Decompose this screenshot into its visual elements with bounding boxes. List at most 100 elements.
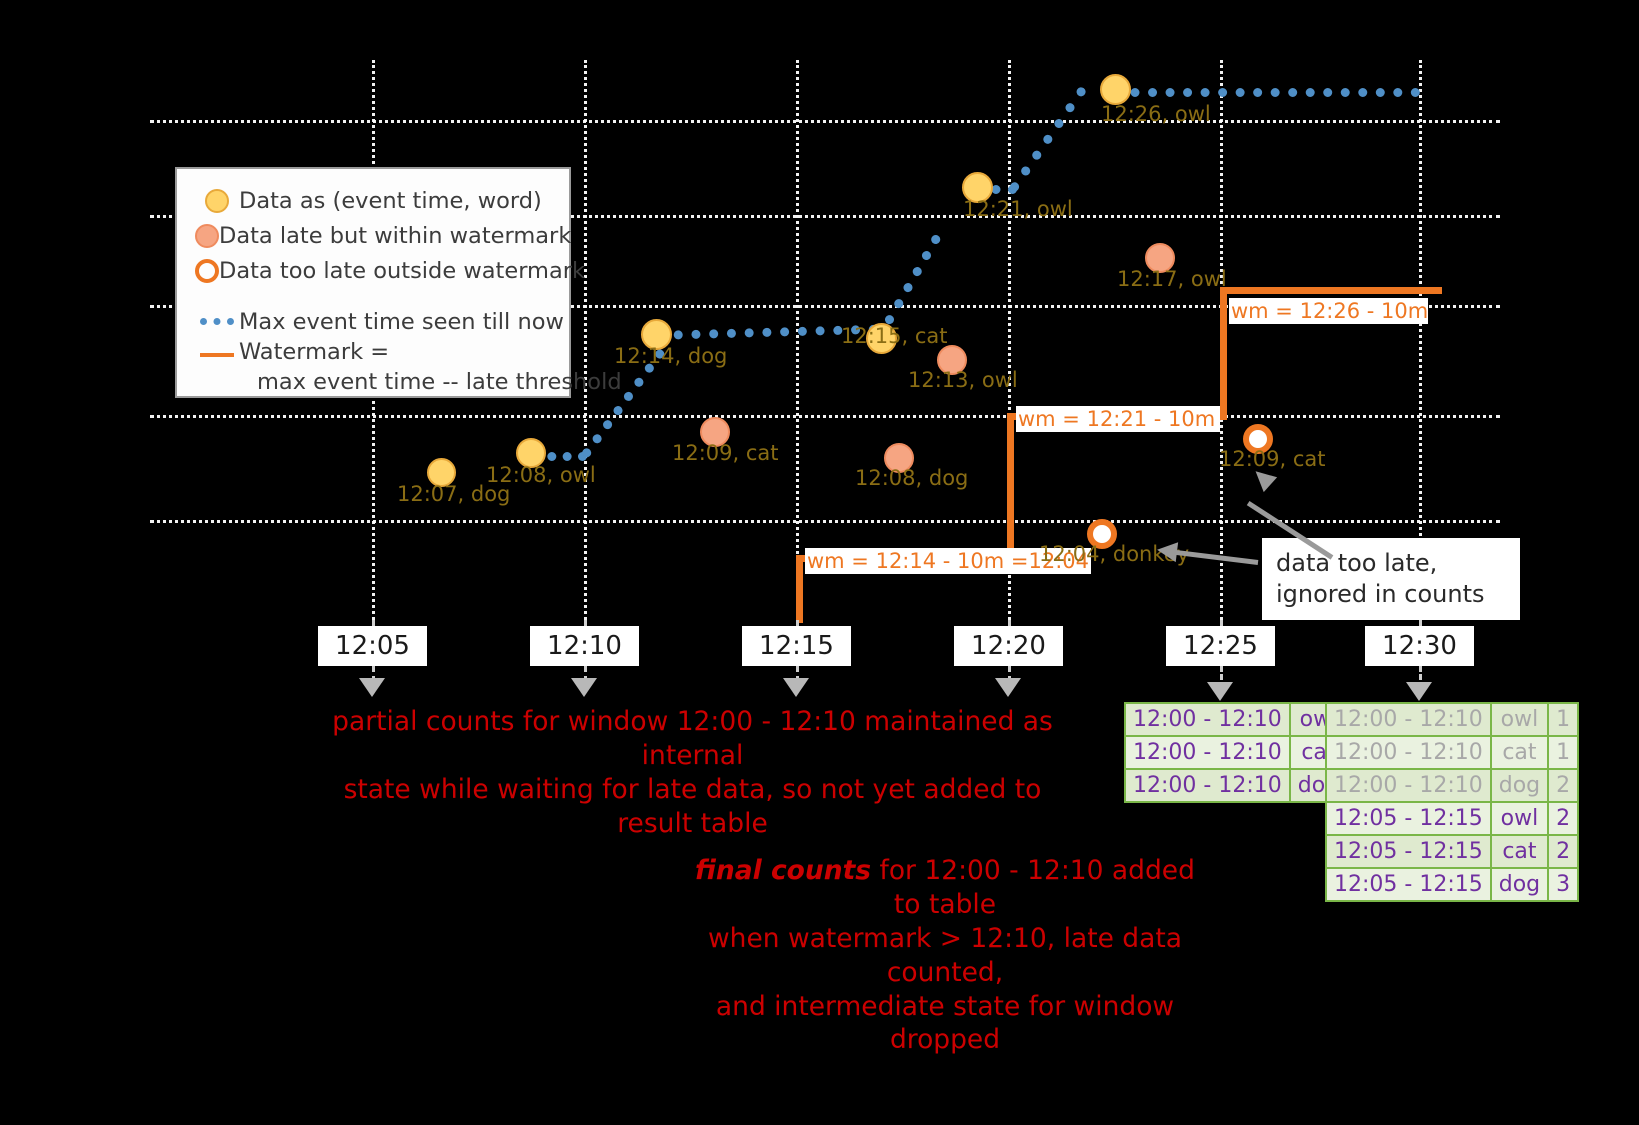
watermark-label-1226: wm = 12:26 - 10m =12:16 <box>1229 298 1428 324</box>
tick-arrow-down-icon <box>1207 682 1233 701</box>
data-point-label: 12:04, donkey <box>1039 542 1190 566</box>
gridline-horizontal <box>150 520 1500 523</box>
table-row: 12:05 - 12:15 cat 2 <box>1325 834 1580 869</box>
max-event-time-line-seg <box>975 185 1017 194</box>
data-point-1209-cat[interactable] <box>700 417 730 447</box>
data-point-1226-owl[interactable] <box>1100 74 1131 105</box>
cell-word: cat <box>1489 735 1550 770</box>
watermark-label-1221: wm = 12:21 - 10m =12:11 <box>1016 406 1220 432</box>
callout-arrow-head-icon <box>1155 539 1179 563</box>
data-point-label: 12:17, owl <box>1117 267 1227 291</box>
table-row: 12:00 - 12:10 cat 1 <box>1325 735 1580 770</box>
gridline-horizontal <box>150 415 1500 418</box>
legend-label: Data late but within watermark <box>219 222 572 249</box>
watermark-step-vertical <box>796 555 803 623</box>
data-point-1204-donkey[interactable] <box>1087 519 1117 549</box>
hollow-orange-dot-icon <box>195 258 219 283</box>
data-point-1208-dog[interactable] <box>884 443 914 473</box>
data-point-label: 12:14, dog <box>614 344 728 368</box>
data-point-label: 12:09, cat <box>1219 447 1326 471</box>
result-table-at-1230: 12:00 - 12:10 owl 1 12:00 - 12:10 cat 1 … <box>1325 702 1580 902</box>
filled-yellow-dot-icon <box>195 188 239 213</box>
timeline-tick-1225: 12:25 <box>1166 626 1275 666</box>
legend-item-watermark: Watermark = <box>195 339 569 369</box>
filled-salmon-dot-icon <box>195 223 219 248</box>
data-point-1209-cat-toolate[interactable] <box>1243 424 1273 454</box>
data-point-label: 12:08, dog <box>855 466 969 490</box>
cell-word: owl <box>1489 801 1550 836</box>
legend-label: Watermark = <box>239 339 390 365</box>
data-point-1207-dog[interactable] <box>427 458 456 487</box>
legend-label: Max event time seen till now <box>239 308 564 335</box>
data-point-label: 12:07, dog <box>397 482 511 506</box>
orange-solid-line-icon <box>195 339 239 357</box>
gridline-vertical <box>1419 60 1422 620</box>
annotation-partial-counts: partial counts for window 12:00 - 12:10 … <box>332 706 1053 839</box>
data-point-label: 12:09, cat <box>672 441 779 465</box>
cell-window: 12:00 - 12:10 <box>1325 702 1492 737</box>
legend-item-data-on-time: Data as (event time, word) <box>195 183 569 218</box>
blue-dotted-line-icon <box>195 318 239 325</box>
gridline-horizontal <box>150 120 1500 123</box>
max-event-time-line-seg <box>1113 88 1420 97</box>
cell-window: 12:00 - 12:10 <box>1325 768 1492 803</box>
tick-stem <box>796 666 799 682</box>
cell-window: 12:05 - 12:15 <box>1325 867 1492 902</box>
data-point-1214-dog[interactable] <box>641 319 672 350</box>
cell-count: 2 <box>1547 834 1580 869</box>
cell-word: dog <box>1489 768 1550 803</box>
gridline-horizontal <box>150 215 1500 218</box>
timeline-tick-1230: 12:30 <box>1365 626 1474 666</box>
data-point-1215-cat[interactable] <box>866 323 897 354</box>
tick-arrow-down-icon <box>1406 682 1432 701</box>
annotation-final-counts-lead: final counts <box>695 854 872 886</box>
legend: Data as (event time, word) Data late but… <box>175 167 622 398</box>
cell-window: 12:00 - 12:10 <box>1325 735 1492 770</box>
gridline-vertical <box>1008 60 1011 620</box>
watermark-step-vertical <box>1220 287 1227 420</box>
annotation-final-counts: final counts for 12:00 - 12:10 added to … <box>690 820 1200 1057</box>
legend-label: Data as (event time, word) <box>239 187 542 214</box>
cell-window: 12:00 - 12:10 <box>1124 768 1291 803</box>
legend-item-data-late-within: Data late but within watermark <box>195 218 572 253</box>
gridline-horizontal <box>150 305 1500 308</box>
tick-stem <box>1419 666 1422 688</box>
cell-word: dog <box>1489 867 1550 902</box>
data-point-label: 12:15, cat <box>841 324 948 348</box>
tick-arrow-down-icon <box>783 678 809 697</box>
max-event-time-line-seg <box>1008 85 1088 194</box>
callout-data-too-late: data too late, ignored in counts <box>1262 538 1520 621</box>
tick-stem <box>1220 666 1223 688</box>
cell-count: 1 <box>1547 702 1580 737</box>
data-point-label: 12:26, owl <box>1101 102 1211 126</box>
timeline-tick-1205: 12:05 <box>318 626 427 666</box>
data-point-1208-owl[interactable] <box>516 438 546 468</box>
table-row: 12:00 - 12:10 owl 1 <box>1325 702 1580 737</box>
legend-item-data-too-late: Data too late outside watermark <box>195 253 585 288</box>
gridline-vertical <box>796 60 799 620</box>
cell-window: 12:00 - 12:10 <box>1124 735 1291 770</box>
table-row: 12:05 - 12:15 dog 3 <box>1325 867 1580 902</box>
tick-arrow-down-icon <box>995 678 1021 697</box>
data-point-1217-owl[interactable] <box>1145 243 1175 273</box>
cell-word: cat <box>1489 834 1550 869</box>
tick-arrow-down-icon <box>359 678 385 697</box>
cell-count: 1 <box>1547 735 1580 770</box>
tick-stem <box>372 666 375 682</box>
table-row: 12:05 - 12:15 owl 2 <box>1325 801 1580 836</box>
timeline-tick-1210: 12:10 <box>530 626 639 666</box>
cell-count: 2 <box>1547 768 1580 803</box>
gridline-vertical <box>584 60 587 620</box>
timeline-tick-1220: 12:20 <box>954 626 1063 666</box>
data-point-1213-owl[interactable] <box>937 345 967 375</box>
data-point-1221-owl[interactable] <box>962 172 993 203</box>
tick-arrow-down-icon <box>571 678 597 697</box>
cell-word: owl <box>1489 702 1550 737</box>
cell-window: 12:00 - 12:10 <box>1124 702 1291 737</box>
tick-stem <box>584 666 587 682</box>
timeline-tick-1215: 12:15 <box>742 626 851 666</box>
cell-window: 12:05 - 12:15 <box>1325 801 1492 836</box>
data-point-label: 12:08, owl <box>486 463 596 487</box>
annotation-final-counts-rest: for 12:00 - 12:10 added to table when wa… <box>708 854 1195 1056</box>
data-point-label: 12:21, owl <box>963 197 1073 221</box>
